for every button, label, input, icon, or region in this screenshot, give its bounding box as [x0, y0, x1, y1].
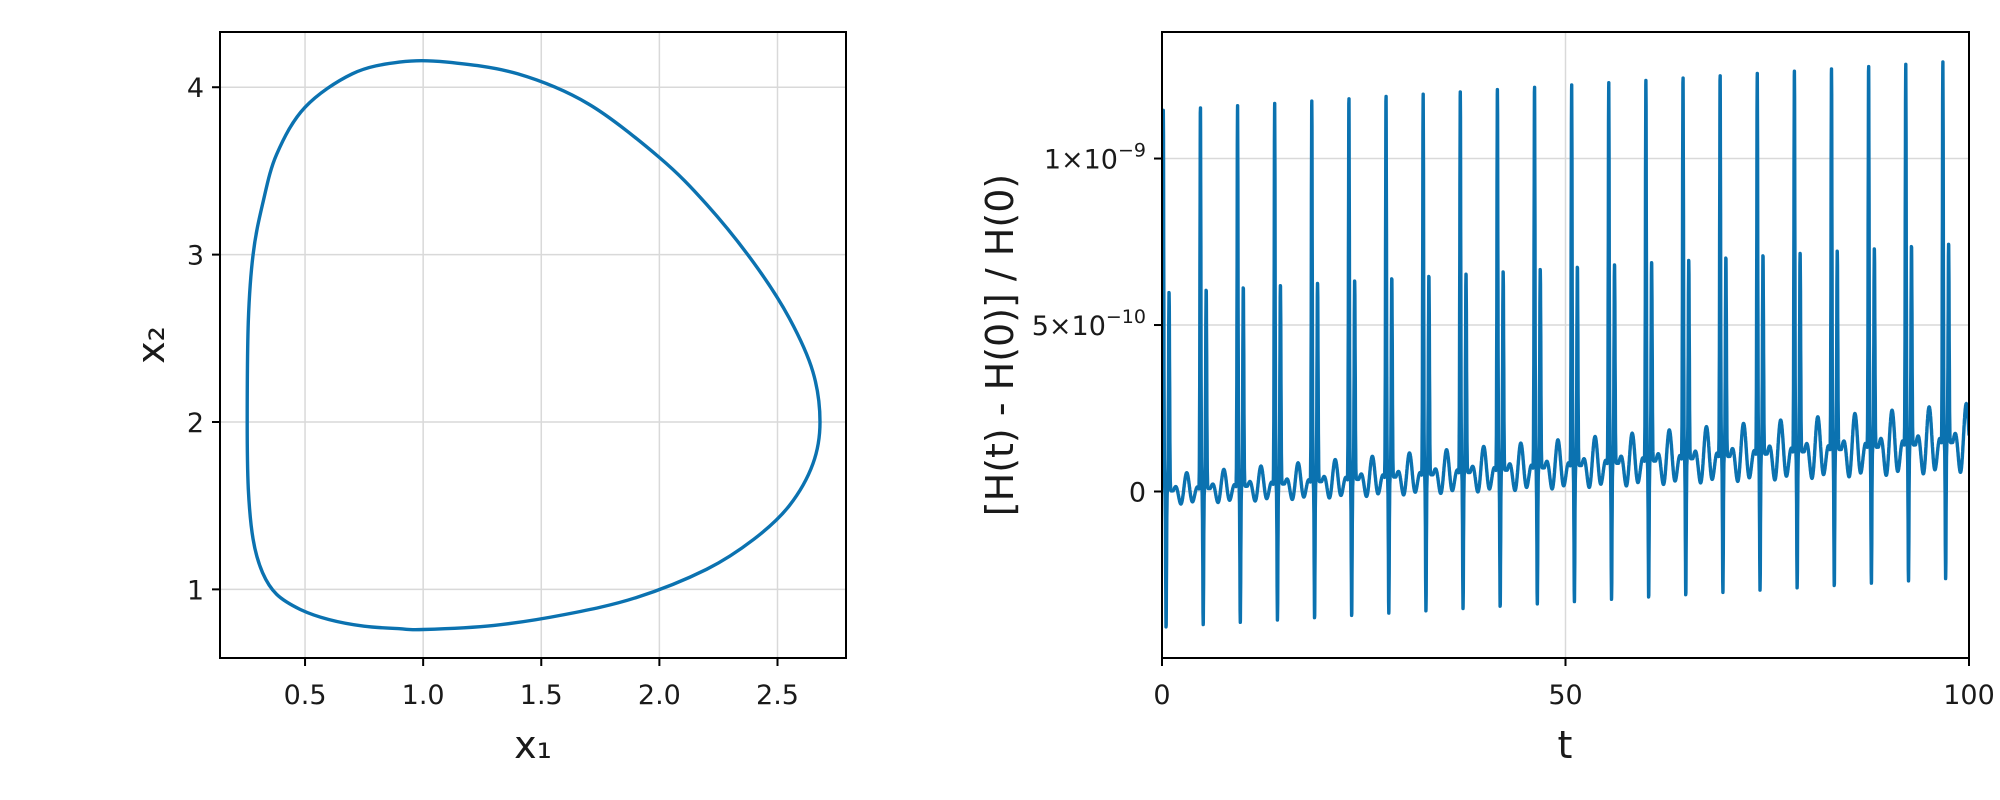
phase-portrait-ytick-label: 1: [187, 575, 204, 606]
energy-error-xtick-label: 0: [1153, 680, 1170, 711]
energy-error-ytick-label: 0: [1129, 478, 1146, 509]
energy-error-xtick-label: 100: [1943, 680, 1995, 711]
phase-portrait-xtick-label: 2.0: [638, 680, 681, 711]
phase-portrait-ylabel: x₂: [129, 326, 173, 364]
energy-error-xtick-label: 50: [1548, 680, 1582, 711]
phase-portrait-frame: [219, 31, 847, 659]
phase-portrait-panel: 0.5 1.0 1.5 2.0 2.5 1 2 3 4 x₁ x₂: [129, 31, 847, 767]
phase-portrait-ytick-label: 2: [187, 408, 204, 439]
energy-error-ylabel: [H(t) - H(0)] / H(0): [978, 174, 1022, 516]
phase-portrait-xtick-label: 1.0: [402, 680, 445, 711]
phase-portrait-ticks: 0.5 1.0 1.5 2.0 2.5 1 2 3 4: [187, 73, 799, 711]
phase-portrait-ytick-label: 4: [187, 73, 204, 104]
phase-portrait-grid: [220, 32, 846, 658]
phase-portrait-ytick-label: 3: [187, 241, 204, 272]
energy-error-ytick-label: 5×10−10: [1032, 306, 1146, 342]
energy-error-line: [1162, 60, 1969, 629]
phase-portrait-xtick-label: 2.5: [756, 680, 799, 711]
phase-portrait-xtick-label: 1.5: [520, 680, 563, 711]
phase-portrait-xtick-label: 0.5: [284, 680, 327, 711]
energy-error-xlabel: t: [1558, 723, 1573, 767]
energy-error-ytick-label: 1×10−9: [1044, 140, 1146, 176]
phase-portrait-orbit: [245, 58, 822, 632]
energy-error-panel: 0 50 100 0 5×10−10 1×10−9 t [H(t) - H(0)] / H…: [978, 31, 1995, 767]
energy-error-ticks: 0 50 100 0 5×10−10 1×10−9: [1032, 140, 1995, 711]
energy-error-grid: [1161, 32, 1970, 658]
phase-portrait-xlabel: x₁: [514, 723, 552, 767]
